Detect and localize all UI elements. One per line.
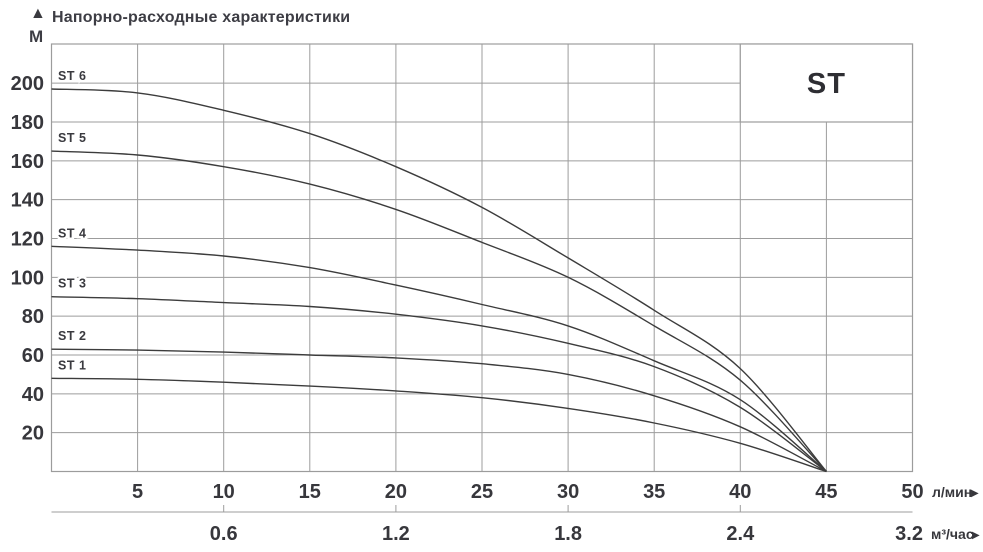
- y-tick-label: 100: [11, 267, 44, 289]
- x-tick-label: 20: [385, 481, 407, 503]
- family-box-label: ST: [807, 68, 846, 100]
- chart-title: Напорно-расходные характеристики: [52, 9, 351, 26]
- y-tick-label: 40: [22, 384, 44, 406]
- secondary-tick-label: 1.8: [554, 523, 582, 545]
- y-tick-label: 20: [22, 423, 44, 445]
- secondary-tick-label: 1.2: [382, 523, 410, 545]
- curve-label-st-3: ST 3: [58, 277, 86, 291]
- y-tick-label: 180: [11, 112, 44, 134]
- x-axis-arrow-icon: ▶: [971, 488, 979, 499]
- x-tick-label: 45: [815, 481, 837, 503]
- secondary-tick-label: 3.2: [895, 523, 923, 545]
- x-tick-label: 40: [729, 481, 751, 503]
- x-tick-label: 15: [299, 481, 321, 503]
- curve-label-st-5: ST 5: [58, 131, 86, 145]
- grid-lines: [51, 44, 913, 472]
- curve-st-4: [51, 245, 827, 473]
- y-tick-label: 60: [22, 345, 44, 367]
- y-axis-arrow-icon: ▲: [30, 5, 46, 22]
- y-tick-label: 200: [11, 73, 44, 95]
- curve-label-st-1: ST 1: [58, 358, 86, 372]
- curve-label-st-2: ST 2: [58, 329, 86, 343]
- family-box: [739, 43, 914, 123]
- curve-st-3: [51, 296, 827, 473]
- curve-label-st-6: ST 6: [58, 69, 86, 83]
- secondary-tick-label: 2.4: [726, 523, 755, 545]
- x-axis-unit-label: л/мин: [932, 484, 972, 500]
- y-tick-label: 140: [11, 190, 44, 212]
- curve-st-6: [51, 88, 827, 472]
- y-tick-label: 120: [11, 228, 44, 250]
- curve-st-1: [51, 377, 827, 473]
- x-tick-label: 50: [901, 481, 923, 503]
- y-tick-label: 80: [22, 306, 44, 328]
- x-tick-label: 10: [213, 481, 235, 503]
- y-tick-label: 160: [11, 151, 44, 173]
- curve-st-2: [51, 348, 827, 473]
- plot-border: [50, 43, 914, 473]
- secondary-axis-unit-label: м³/час: [931, 526, 974, 542]
- x-tick-label: 5: [132, 481, 143, 503]
- x-tick-label: 25: [471, 481, 493, 503]
- curve-st-5: [51, 150, 827, 472]
- x-tick-label: 30: [557, 481, 579, 503]
- curve-label-st-4: ST 4: [58, 226, 86, 240]
- x-tick-label: 35: [643, 481, 665, 503]
- secondary-tick-label: 0.6: [210, 523, 238, 545]
- secondary-axis-arrow-icon: ▶: [972, 530, 980, 541]
- y-axis-unit-label: М: [29, 27, 44, 46]
